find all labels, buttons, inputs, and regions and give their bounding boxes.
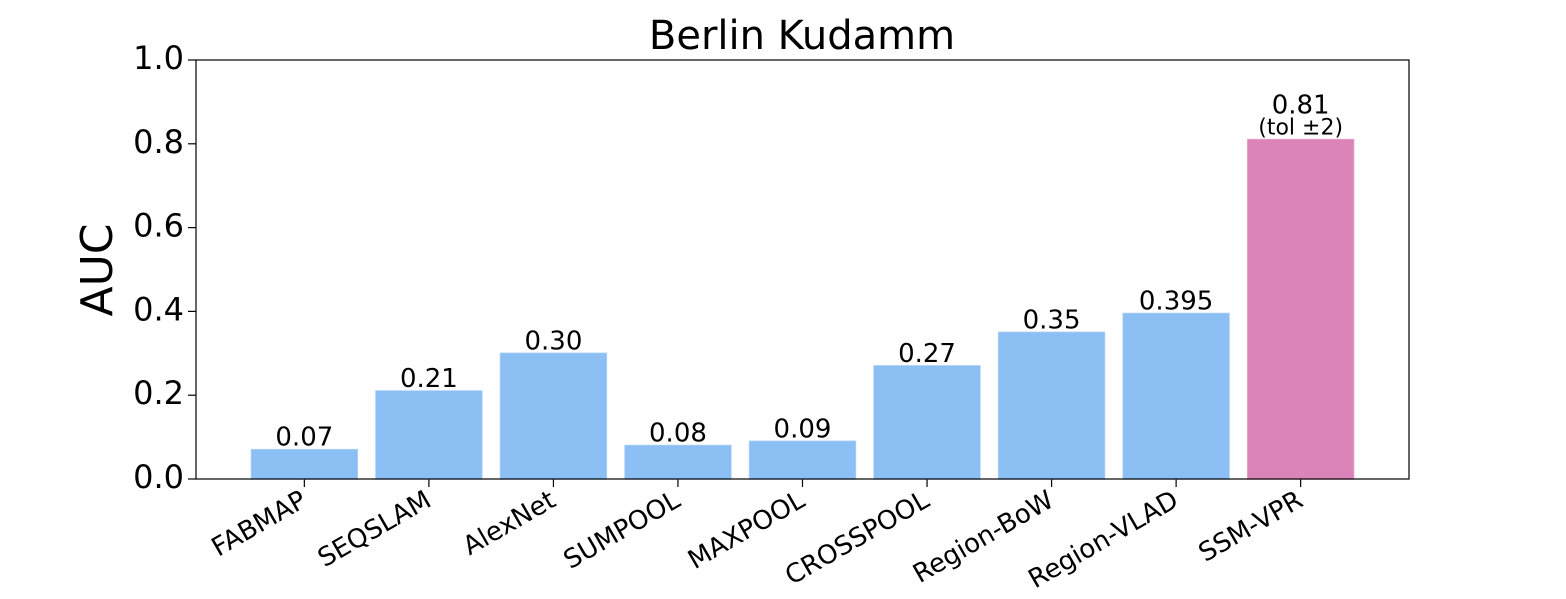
value-label: 0.27 [898,339,956,369]
y-tick-label: 0.2 [133,374,184,412]
bar [1122,312,1230,480]
bar [624,444,732,480]
x-tick-label: FABMAP [207,485,312,563]
value-label: 0.09 [774,414,832,444]
bar [375,390,483,480]
value-label: 0.30 [524,326,582,356]
value-label: 0.35 [1023,305,1081,335]
bar [997,331,1106,480]
x-tick-label: AlexNet [458,485,561,562]
bar [1246,138,1355,480]
y-axis-label: AUC [72,223,123,316]
x-tick-label: SUMPOOL [559,485,686,576]
y-tick-label: 0.8 [133,123,184,161]
annotation: (tol ±2) [1258,116,1343,141]
x-tick-label: SSM-VPR [1194,485,1308,568]
bar [499,352,608,480]
y-tick-label: 0.0 [133,458,184,496]
plot-frame [195,59,1410,480]
value-label: 0.08 [649,418,707,448]
value-label: 0.21 [400,364,458,394]
bar [748,440,857,480]
x-tick-label: SEQSLAM [313,485,436,574]
value-label: 0.07 [275,423,333,453]
value-label: 0.395 [1139,286,1213,316]
y-tick-label: 1.0 [133,39,184,77]
bar [250,448,359,480]
y-tick-label: 0.4 [133,290,184,328]
value-label: 0.81 [1272,91,1330,121]
chart-title: Berlin Kudamm [649,13,955,59]
y-tick-label: 0.6 [133,207,184,245]
bar [873,365,981,480]
